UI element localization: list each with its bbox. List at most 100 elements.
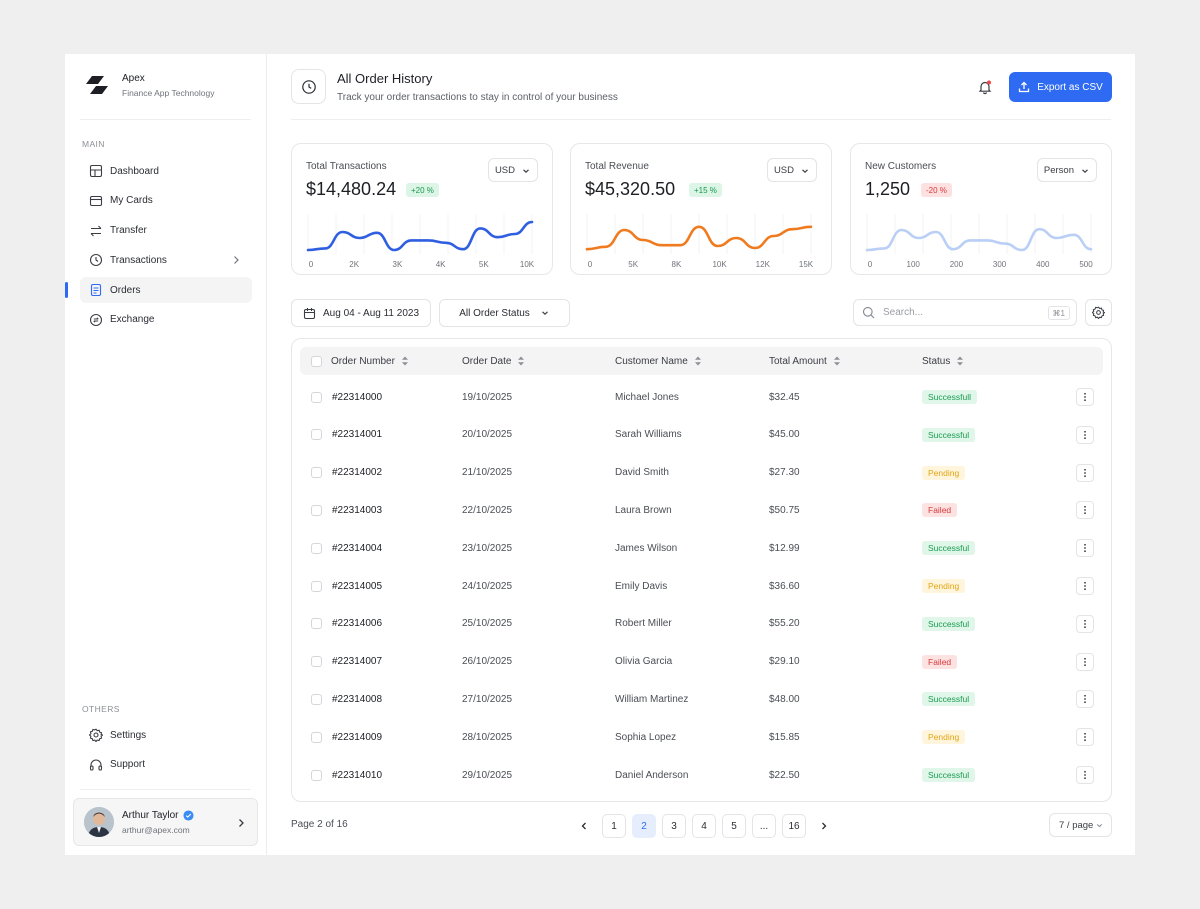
column-label: Status <box>922 355 951 367</box>
row-actions-button[interactable] <box>1076 501 1094 520</box>
table-settings-button[interactable] <box>1085 299 1112 326</box>
page-button[interactable]: 5 <box>722 814 746 838</box>
status-cell: Successful <box>922 756 976 794</box>
chart-revenue: 0 5K 8K 10K 12K 15K <box>585 214 814 269</box>
status-badge: Pending <box>922 579 966 593</box>
table-row[interactable]: #22314008 27/10/2025 William Martinez $48.0… <box>292 680 1113 718</box>
table-row[interactable]: #22314003 22/10/2025 Laura Brown $50.75 Fail… <box>292 491 1113 529</box>
page-icon-box <box>291 69 326 104</box>
order-number: #22314009 <box>332 731 383 743</box>
chevron-right-icon[interactable] <box>235 817 247 829</box>
trend-badge: -20 % <box>921 183 952 197</box>
row-checkbox[interactable] <box>311 542 322 554</box>
x-tick-label: 3K <box>393 260 403 269</box>
sidebar-item-dashboard[interactable]: Dashboard <box>80 158 252 184</box>
chevron-right-icon <box>234 256 239 265</box>
order-status-dropdown[interactable]: All Order Status <box>439 299 570 327</box>
table-row[interactable]: #22314007 26/10/2025 Olivia Garcia $29.10 Fa… <box>292 643 1113 681</box>
total-amount: $48.00 <box>769 693 800 705</box>
row-checkbox-cell <box>311 605 322 643</box>
gear-icon <box>89 728 103 742</box>
table-row[interactable]: #22314009 28/10/2025 Sophia Lopez $15.85 Pen… <box>292 718 1113 756</box>
row-checkbox[interactable] <box>311 731 322 743</box>
column-header-status[interactable]: Status <box>922 347 964 375</box>
row-actions-button[interactable] <box>1076 652 1094 671</box>
stat-card-new-customers: New Customers 1,250 -20 % Person 0 100 200… <box>850 143 1112 275</box>
row-checkbox[interactable] <box>311 769 322 781</box>
row-actions-button[interactable] <box>1076 577 1094 595</box>
row-actions-button[interactable] <box>1076 766 1094 784</box>
column-header-total-amount[interactable]: Total Amount <box>769 347 841 375</box>
search-box[interactable]: ⌘1 <box>853 299 1077 326</box>
next-page-button[interactable] <box>812 814 836 838</box>
order-number: #22314008 <box>332 693 383 705</box>
column-header-customer-name[interactable]: Customer Name <box>615 347 702 375</box>
row-checkbox[interactable] <box>311 618 322 630</box>
user-profile-card[interactable]: Arthur Taylor arthur@apex.com <box>73 798 258 846</box>
sidebar-item-transfer[interactable]: Transfer <box>80 218 252 244</box>
table-row[interactable]: #22314001 20/10/2025 Sarah Williams $45.00 S… <box>292 416 1113 454</box>
chart-customers: 0 100 200 300 400 500 <box>865 214 1093 269</box>
page-button[interactable]: 1 <box>602 814 626 838</box>
row-actions-button[interactable] <box>1076 728 1094 747</box>
row-actions-button[interactable] <box>1076 614 1094 633</box>
chevron-down-icon <box>541 311 548 316</box>
row-actions-button[interactable] <box>1076 539 1094 558</box>
row-checkbox[interactable] <box>311 580 322 592</box>
page-button[interactable]: 4 <box>692 814 716 838</box>
unit-select[interactable]: Person <box>1036 158 1097 182</box>
row-actions-button[interactable] <box>1076 463 1094 482</box>
sidebar-item-transactions[interactable]: Transactions <box>80 247 252 273</box>
status-cell: Pending <box>922 454 966 492</box>
row-checkbox[interactable] <box>311 693 322 705</box>
order-date: 21/10/2025 <box>462 467 513 479</box>
total-amount: $32.45 <box>769 391 800 403</box>
card-icon <box>89 195 103 206</box>
export-csv-button[interactable]: Export as CSV <box>1009 72 1112 102</box>
sidebar-item-exchange[interactable]: Exchange <box>80 307 252 333</box>
select-value: USD <box>494 164 515 176</box>
currency-select[interactable]: USD <box>766 158 817 182</box>
table-row[interactable]: #22314002 21/10/2025 David Smith $27.30 Pend… <box>292 454 1113 492</box>
sort-icon <box>957 356 964 366</box>
brand[interactable]: Apex Finance App Technology <box>85 72 214 98</box>
order-date: 26/10/2025 <box>462 656 513 668</box>
sidebar-item-orders[interactable]: Orders <box>80 277 252 304</box>
table-row[interactable]: #22314006 25/10/2025 Robert Miller $55.20 Su… <box>292 605 1113 643</box>
total-amount: $55.20 <box>769 618 800 630</box>
row-checkbox[interactable] <box>311 656 322 668</box>
currency-select[interactable]: USD <box>487 158 538 182</box>
divider <box>291 119 1111 120</box>
row-checkbox[interactable] <box>311 504 322 516</box>
total-amount: $50.75 <box>769 504 800 516</box>
row-actions-button[interactable] <box>1076 690 1094 709</box>
date-range-picker[interactable]: Aug 04 - Aug 11 2023 <box>291 299 431 327</box>
total-amount: $36.60 <box>769 580 800 592</box>
table-row[interactable]: #22314010 29/10/2025 Daniel Anderson $22.50… <box>292 756 1113 794</box>
row-checkbox[interactable] <box>311 467 322 479</box>
row-actions-button[interactable] <box>1076 388 1094 406</box>
prev-page-button[interactable] <box>572 814 596 838</box>
page-button[interactable]: 16 <box>782 814 806 838</box>
sidebar-item-my-cards[interactable]: My Cards <box>80 188 252 214</box>
page-size-select[interactable]: 7 / page <box>1049 813 1112 837</box>
sidebar-item-support[interactable]: Support <box>80 752 252 778</box>
table-row[interactable]: #22314004 23/10/2025 James Wilson $12.99 Suc… <box>292 529 1113 567</box>
row-checkbox[interactable] <box>311 429 322 441</box>
column-header-order-number[interactable]: Order Number <box>331 347 409 375</box>
order-date: 24/10/2025 <box>462 580 513 592</box>
table-row[interactable]: #22314000 19/10/2025 Michael Jones $32.45 Su… <box>292 378 1113 416</box>
chevron-down-icon <box>802 169 808 174</box>
table-row[interactable]: #22314005 24/10/2025 Emily Davis $36.60 Pend… <box>292 567 1113 605</box>
column-header-order-date[interactable]: Order Date <box>462 347 525 375</box>
page-button[interactable]: 2 <box>632 814 656 838</box>
row-actions-button[interactable] <box>1076 425 1094 444</box>
select-all-checkbox[interactable] <box>311 355 322 367</box>
notification-bell-icon[interactable] <box>977 79 993 95</box>
search-input[interactable] <box>883 307 1033 318</box>
active-indicator <box>65 282 68 298</box>
page-button[interactable]: 3 <box>662 814 686 838</box>
sidebar-item-settings[interactable]: Settings <box>80 722 252 748</box>
order-number: #22314007 <box>332 656 383 668</box>
row-checkbox[interactable] <box>311 391 322 403</box>
